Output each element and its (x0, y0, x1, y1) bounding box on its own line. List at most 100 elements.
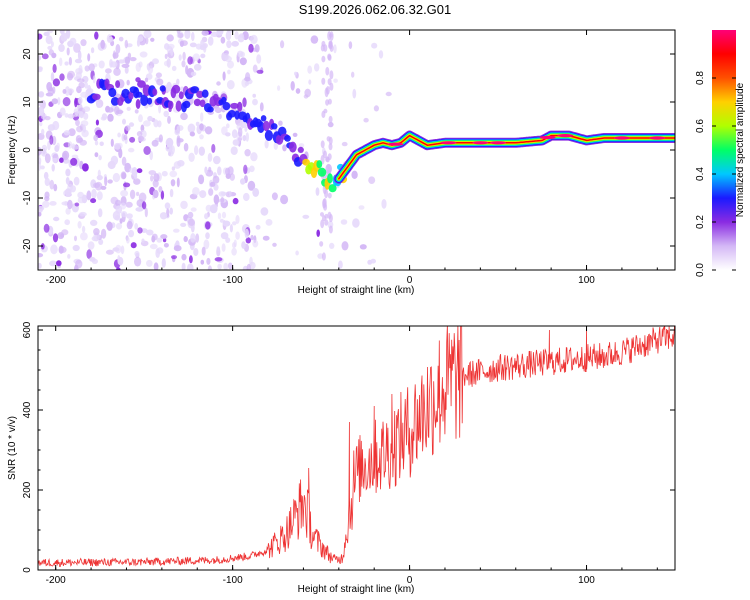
heatmap-noise-blob (96, 101, 100, 107)
heatmap-noise-blob (250, 234, 254, 241)
heatmap-noise-blob (136, 191, 140, 197)
heatmap-noise-blob (214, 107, 222, 114)
heatmap-noise-blob (126, 220, 133, 230)
heatmap-noise-blob (187, 211, 194, 219)
heatmap-noise-blob (153, 119, 159, 128)
heatmap-ridge-blob (327, 173, 333, 184)
heatmap-noise-blob (226, 40, 232, 49)
heatmap-noise-blob (39, 121, 43, 127)
heatmap-noise-blob (182, 51, 186, 61)
heatmap-noise-blob (232, 221, 237, 226)
heatmap-noise-blob (180, 200, 188, 210)
heatmap-noise-blob (278, 120, 283, 126)
heatmap-noise-blob (65, 168, 71, 177)
snr-y-tick-label: 600 (22, 321, 33, 338)
heatmap-noise-blob (189, 42, 197, 48)
heatmap-noise-blob (244, 76, 251, 82)
heatmap-noise-blob (62, 150, 70, 161)
heatmap-noise-blob (124, 66, 129, 74)
heatmap-noise-blob (221, 211, 227, 219)
heatmap-peak (472, 141, 489, 145)
figure-title: S199.2026.062.06.32.G01 (299, 2, 452, 17)
heatmap-x-tick-label: 100 (578, 275, 595, 286)
heatmap-noise-blob (128, 147, 135, 153)
heatmap-noise-blob (220, 191, 227, 196)
heatmap-noise-blob (222, 220, 231, 227)
heatmap-noise-blob (126, 237, 130, 244)
heatmap-noise-blob (80, 91, 88, 98)
heatmap-noise-blob (64, 86, 70, 96)
heatmap-noise-blob (323, 44, 328, 52)
heatmap-noise-blob (45, 35, 53, 45)
heatmap-noise-blob (67, 113, 75, 119)
heatmap-noise-blob (137, 135, 144, 142)
heatmap-noise-blob (201, 30, 209, 36)
heatmap-noise-blob (150, 37, 155, 42)
heatmap-noise-blob (209, 204, 218, 214)
heatmap-noise-blob (58, 44, 65, 52)
snr-x-axis: -200 -100 0 100 (46, 326, 658, 586)
heatmap-noise-blob (158, 104, 162, 114)
heatmap-noise-blob (188, 152, 195, 162)
heatmap-noise-blob (243, 192, 250, 202)
heatmap-noise-blob (128, 229, 135, 238)
heatmap-x-axis: -200 -100 0 100 (46, 30, 658, 286)
heatmap-noise-blob (329, 242, 335, 249)
heatmap-noise-blob (75, 259, 83, 269)
heatmap-noise-blob (234, 31, 239, 40)
heatmap-noise-blob (59, 30, 65, 35)
heatmap-noise-blob (352, 218, 360, 228)
heatmap-noise-blob (168, 150, 174, 157)
heatmap-noise-blob (252, 93, 256, 98)
snr-y-tick-label: 0 (22, 567, 33, 573)
heatmap-noise-blob (201, 246, 206, 256)
heatmap-noise-blob (208, 188, 214, 196)
heatmap-noise-blob (98, 239, 104, 245)
heatmap-noise-blob (138, 61, 143, 68)
heatmap-noise-blob (69, 37, 77, 46)
heatmap-noise-blob (333, 44, 337, 54)
heatmap-noise-blob (94, 152, 99, 158)
heatmap-noise-blob (218, 113, 222, 120)
heatmap-noise-blob (112, 247, 120, 252)
heatmap-noise-blob (38, 157, 42, 165)
heatmap-noise-blob (97, 208, 103, 218)
heatmap-noise-blob (156, 247, 164, 254)
heatmap-noise-blob (47, 45, 53, 50)
heatmap-noise-blob (317, 253, 324, 259)
heatmap-noise-blob (163, 60, 170, 67)
heatmap-noise-blob (56, 142, 60, 150)
heatmap-noise-blob (341, 141, 348, 147)
heatmap-noise-blob (38, 91, 45, 98)
heatmap-noise-blob (82, 124, 87, 133)
heatmap-noise-blob (325, 66, 330, 76)
heatmap-noise-blob (321, 252, 326, 261)
snr-y-axis: 0 200 400 600 (22, 321, 675, 573)
heatmap-noise-blob (217, 212, 222, 220)
heatmap-ridge-blob (284, 135, 291, 142)
snr-x-tick-label: -100 (223, 575, 243, 586)
heatmap-noise-blob (243, 164, 248, 175)
heatmap-noise-blob (113, 67, 121, 77)
heatmap-noise-blob (329, 31, 334, 41)
heatmap-noise-blob (106, 34, 113, 44)
heatmap-noise-blob (236, 123, 244, 131)
heatmap-noise-blob (204, 126, 213, 135)
heatmap-noise-blob (44, 191, 50, 199)
heatmap-noise-blob (204, 213, 209, 220)
heatmap-noise-blob (123, 134, 128, 141)
heatmap-noise-blob (221, 53, 230, 61)
heatmap-ridge-blob (230, 102, 239, 109)
heatmap-marks (38, 30, 675, 270)
heatmap-noise-blob (250, 34, 258, 45)
heatmap-noise-blob (161, 170, 168, 177)
heatmap-noise-blob (123, 182, 131, 188)
heatmap-noise-blob (220, 36, 226, 44)
heatmap-noise-blob (98, 60, 105, 69)
heatmap-noise-blob (141, 238, 145, 244)
heatmap-noise-blob (328, 225, 333, 234)
heatmap-noise-blob (96, 191, 103, 201)
heatmap-noise-blob (41, 53, 49, 60)
heatmap-noise-blob (76, 78, 85, 83)
heatmap-noise-blob (44, 177, 50, 187)
